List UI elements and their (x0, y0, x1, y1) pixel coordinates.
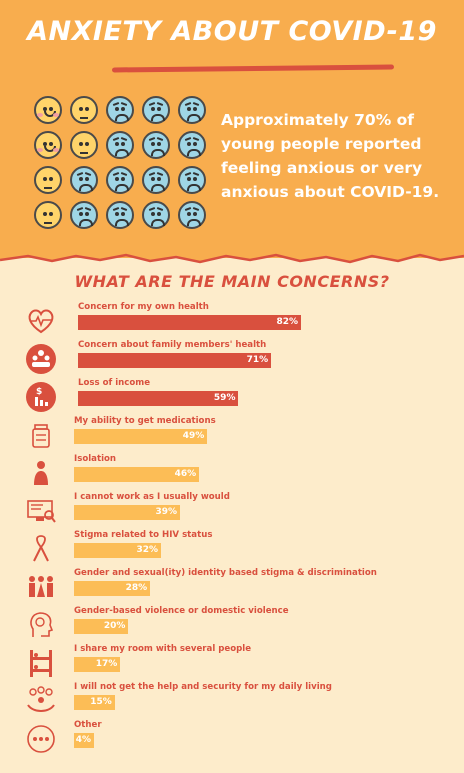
neutral-face-icon (70, 131, 98, 159)
anxious-face-icon (142, 131, 170, 159)
stat-text: Approximately 70% of young people report… (221, 111, 440, 201)
category-label: Other (74, 720, 102, 730)
bar-value-label: 17% (95, 659, 118, 669)
bar (74, 543, 162, 558)
anxious-face-icon (70, 166, 98, 194)
bar-value-label: 28% (125, 583, 148, 593)
page-title: ANXIETY ABOUT COVID-19 (27, 16, 437, 47)
category-label: Concern for my own health (78, 302, 209, 312)
bar-value-label: 82% (276, 317, 299, 327)
bar-value-label: 49% (182, 431, 205, 441)
money-chart-icon: $ (26, 382, 56, 412)
anxious-face-icon (178, 131, 206, 159)
bar-value-label: 4% (75, 735, 91, 745)
isolation-person-icon (34, 461, 48, 485)
category-label: I cannot work as I usually would (74, 492, 230, 502)
category-label: Stigma related to HIV status (74, 530, 213, 540)
bar-value-label: 15% (90, 697, 112, 707)
bar (74, 619, 129, 634)
violence-head-icon (30, 612, 54, 637)
awareness-ribbon-icon (33, 535, 49, 562)
bunk-bed-icon (30, 650, 52, 677)
bar (78, 353, 272, 368)
anxious-face-icon (70, 201, 98, 229)
svg-text:$: $ (36, 387, 42, 397)
anxious-face-icon (142, 96, 170, 124)
torn-edge-divider (0, 246, 464, 264)
bar (74, 581, 151, 596)
happy-face-icon (34, 131, 62, 159)
bar (74, 733, 94, 748)
anxious-face-icon (106, 201, 134, 229)
anxious-face-icon (142, 166, 170, 194)
chart-title: WHAT ARE THE MAIN CONCERNS? (74, 272, 390, 291)
bar (78, 391, 239, 406)
anxious-face-icon (178, 166, 206, 194)
category-label: Gender and sexual(ity) identity based st… (74, 568, 377, 578)
category-label: I share my room with several people (74, 644, 252, 654)
computer-search-icon (27, 500, 56, 523)
bar-value-label: 32% (136, 545, 159, 555)
bar-value-label: 71% (246, 355, 269, 365)
anxious-face-icon (142, 201, 170, 229)
neutral-face-icon (34, 166, 62, 194)
category-label: My ability to get medications (74, 416, 216, 426)
category-label: Isolation (74, 454, 117, 464)
anxious-face-icon (106, 166, 134, 194)
bar (74, 695, 115, 710)
bar (78, 315, 302, 330)
medicine-bottle-icon (32, 424, 50, 448)
heart-pulse-icon (28, 309, 54, 334)
hero-section: ANXIETY ABOUT COVID-19 Approximately 70%… (0, 0, 464, 258)
category-label: Loss of income (78, 378, 151, 388)
help-hands-icon (27, 686, 55, 712)
bar-value-label: 39% (155, 507, 178, 517)
category-label: I will not get the help and security for… (74, 682, 332, 692)
gender-people-icon (29, 576, 53, 597)
bar (74, 467, 200, 482)
neutral-face-icon (70, 96, 98, 124)
more-dots-icon (27, 725, 55, 753)
neutral-face-icon (34, 201, 62, 229)
emoji-grid (34, 96, 212, 234)
anxious-face-icon (178, 96, 206, 124)
bar (74, 429, 208, 444)
anxious-face-icon (106, 131, 134, 159)
category-label: Concern about family members' health (78, 340, 267, 350)
family-icon (26, 344, 56, 374)
anxious-face-icon (178, 201, 206, 229)
anxious-face-icon (106, 96, 134, 124)
happy-face-icon (34, 96, 62, 124)
bar (74, 505, 181, 520)
bar-value-label: 59% (213, 393, 236, 403)
category-label: Gender-based violence or domestic violen… (74, 606, 289, 616)
bar-value-label: 46% (174, 469, 197, 479)
bar (74, 657, 121, 672)
bar-value-label: 20% (103, 621, 126, 631)
